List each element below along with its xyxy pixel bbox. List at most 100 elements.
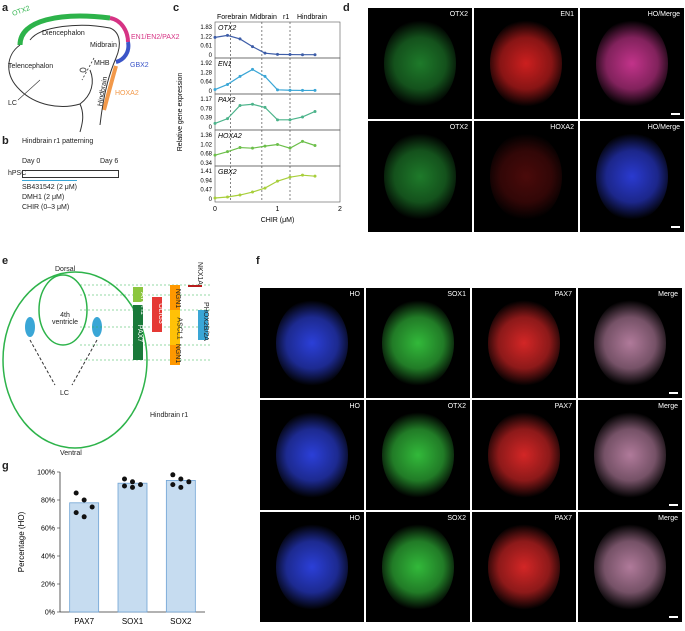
pax7-label: PAX7 [136, 324, 144, 343]
panel-label-e: e [2, 255, 9, 267]
series-line [214, 140, 316, 156]
microscopy-image: PAX7 [472, 512, 576, 622]
timeline-bar [22, 170, 119, 178]
data-point [251, 102, 254, 106]
microscopy-image: SOX1 [366, 288, 470, 398]
y-tick-label: 1.22 [200, 34, 212, 40]
data-point [251, 67, 254, 71]
lc-label-e: LC [60, 390, 69, 397]
y-tick-label: 0 [209, 89, 213, 95]
hpsc-label: hPSC [8, 170, 27, 177]
panel-label-c: c [173, 2, 180, 14]
microscopy-image: HO [260, 288, 364, 398]
series-label: PAX2 [218, 97, 235, 104]
y-tick-label: 0.34 [200, 161, 212, 167]
data-point [276, 179, 279, 183]
data-point [276, 88, 279, 92]
microscopy-image: HOXA2 [474, 121, 578, 232]
y-tick-label: 0.39 [200, 116, 212, 122]
data-point [251, 190, 254, 194]
x-tick-label: 2 [338, 206, 342, 213]
channel-label: Merge [658, 291, 678, 298]
y-tick-label: 1.36 [200, 133, 212, 139]
data-point [73, 490, 79, 496]
data-point [238, 37, 242, 41]
data-point [170, 472, 176, 478]
percentage-bar-chart: 0% 20% 40% 60% 80% 100% Percentage (HO) PAX7 SOX… [17, 470, 205, 626]
data-point [213, 35, 217, 39]
microscopy-image: PAX7 [472, 288, 576, 398]
series-label: EN1 [218, 61, 232, 68]
y-tick-label: 0.68 [200, 152, 212, 158]
hindbrain-r1-label: Hindbrain r1 [150, 412, 189, 419]
y-tick-label: 40% [41, 554, 55, 561]
midbrain-label: Midbrain [90, 42, 117, 49]
channel-label: PAX7 [554, 403, 572, 410]
stain-blob [595, 19, 669, 108]
hindbrain-schematic [2, 271, 210, 449]
x-tick-label: 0 [213, 206, 217, 213]
channel-label: HO/Merge [647, 124, 680, 131]
y-tick-label: 0 [209, 125, 213, 131]
series-line [214, 68, 315, 92]
en1-label: EN1/EN2/PAX2 [131, 34, 180, 41]
y-axis-label: Percentage (HO) [17, 511, 26, 572]
data-point [213, 153, 217, 157]
telencephalon-label: Telencephalon [8, 63, 54, 70]
y-tick-label: 1.83 [200, 25, 212, 31]
data-point [226, 195, 229, 199]
data-point [276, 52, 279, 56]
microscopy-image: OTX2 [368, 8, 472, 119]
data-point [122, 483, 127, 489]
data-point [313, 174, 317, 178]
sb-label: SB431542 (2 μM) [22, 184, 78, 191]
data-point [301, 115, 304, 119]
microscopy-image: Merge [578, 288, 682, 398]
microscopy-image: Merge [578, 400, 682, 510]
data-point [122, 476, 127, 482]
channel-label: SOX1 [447, 291, 466, 298]
channel-label: PAX7 [554, 515, 572, 522]
y-tick-label: 20% [41, 582, 55, 589]
data-point [263, 144, 267, 148]
region-r1: r1 [283, 14, 289, 21]
data-point [313, 53, 317, 57]
ngn1b-label: NGN1 [174, 343, 182, 364]
data-point [263, 51, 267, 55]
stain-blob [381, 523, 455, 611]
stain-blob [595, 132, 669, 221]
y-tick-label: 100% [37, 470, 55, 477]
panel-f-images: HO SOX1 PAX7 Merge HO OTX2 PAX7 Merge HO SOX2 PAX7… [260, 288, 683, 628]
y-tick-label: 1.17 [200, 97, 212, 103]
gene-expression-chart: Forebrain Midbrain r1 Hindbrain OTX2 0 0.61 1.2… [177, 14, 342, 224]
data-point [313, 144, 317, 147]
microscopy-image: HO/Merge [580, 121, 684, 232]
stain-blob [593, 411, 667, 499]
series-label: HOXA2 [218, 133, 242, 140]
microscopy-image: HO [260, 512, 364, 622]
data-point [276, 118, 279, 122]
data-point [313, 88, 317, 92]
data-point [263, 186, 267, 190]
y-tick-label: 0 [209, 197, 213, 203]
data-point [81, 514, 87, 520]
y-tick-label: 0 [209, 53, 213, 59]
stain-blob [489, 132, 563, 221]
data-point [288, 146, 292, 150]
data-point [81, 497, 87, 503]
microscopy-image: PAX7 [472, 400, 576, 510]
stain-blob [275, 299, 349, 387]
scale-bar [669, 616, 678, 618]
data-point [288, 88, 292, 92]
diencephalon-label: Diencephalon [42, 30, 85, 37]
data-point [226, 82, 229, 86]
data-point [213, 121, 217, 125]
series-label: GBX2 [218, 169, 237, 176]
microscopy-image: EN1 [474, 8, 578, 119]
y-tick-label: 0% [45, 610, 55, 617]
microscopy-image: HO/Merge [580, 8, 684, 119]
data-point [178, 484, 184, 490]
microscopy-image: HO [260, 400, 364, 510]
data-point [301, 173, 304, 177]
x-tick-label: 1 [276, 206, 280, 213]
